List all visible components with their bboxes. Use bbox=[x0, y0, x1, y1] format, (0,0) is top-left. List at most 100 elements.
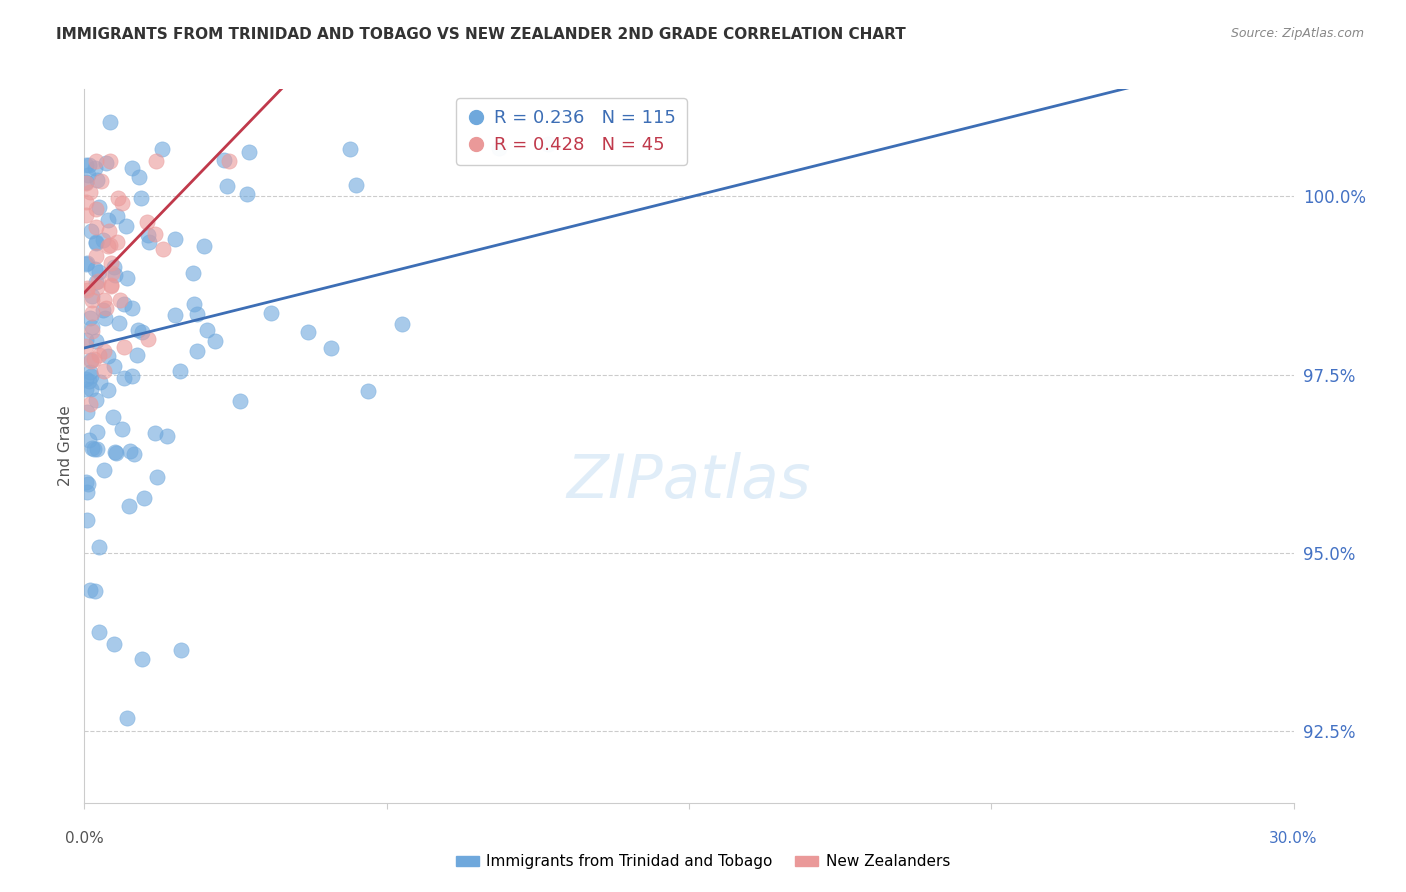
Point bbox=[212, 153, 235, 167]
Point bbox=[112, 371, 135, 385]
Point bbox=[79, 583, 101, 598]
Point bbox=[76, 281, 98, 295]
Point bbox=[111, 195, 134, 210]
Point bbox=[86, 173, 108, 187]
Point bbox=[84, 235, 107, 250]
Point bbox=[100, 277, 122, 292]
Point bbox=[77, 374, 100, 388]
Point bbox=[105, 209, 128, 223]
Point bbox=[131, 325, 153, 339]
Point bbox=[163, 232, 186, 246]
Point bbox=[77, 434, 100, 448]
Point bbox=[80, 224, 103, 238]
Point bbox=[170, 643, 193, 657]
Point bbox=[75, 175, 97, 189]
Point bbox=[86, 442, 108, 456]
Point bbox=[129, 191, 152, 205]
Point bbox=[89, 375, 111, 389]
Point bbox=[96, 156, 118, 170]
Point bbox=[104, 444, 127, 458]
Point bbox=[297, 325, 319, 339]
Point bbox=[107, 191, 129, 205]
Point bbox=[84, 249, 107, 263]
Point bbox=[537, 137, 560, 152]
Point bbox=[91, 233, 114, 247]
Point bbox=[150, 142, 173, 156]
Point bbox=[138, 235, 160, 249]
Point bbox=[97, 239, 120, 253]
Point bbox=[98, 153, 121, 168]
Point bbox=[169, 364, 191, 378]
Point bbox=[80, 368, 103, 383]
Point bbox=[183, 297, 205, 311]
Point bbox=[75, 339, 97, 353]
Point bbox=[97, 383, 120, 397]
Point bbox=[77, 158, 100, 172]
Point bbox=[87, 274, 110, 288]
Point bbox=[103, 260, 125, 275]
Point bbox=[204, 334, 226, 348]
Point bbox=[108, 317, 131, 331]
Point bbox=[84, 220, 107, 235]
Point bbox=[143, 425, 166, 440]
Point bbox=[79, 365, 101, 379]
Point bbox=[75, 333, 97, 347]
Point bbox=[344, 178, 367, 193]
Point bbox=[488, 140, 510, 154]
Point bbox=[75, 372, 97, 386]
Point bbox=[93, 343, 115, 358]
Point bbox=[321, 341, 343, 355]
Point bbox=[228, 394, 250, 409]
Point bbox=[145, 153, 167, 168]
Point bbox=[186, 344, 208, 359]
Point bbox=[86, 280, 108, 294]
Point bbox=[103, 637, 125, 651]
Point bbox=[76, 475, 98, 489]
Point bbox=[93, 463, 115, 477]
Point bbox=[115, 271, 138, 285]
Text: 30.0%: 30.0% bbox=[1270, 831, 1317, 847]
Point bbox=[76, 485, 98, 500]
Point bbox=[91, 303, 114, 318]
Point bbox=[80, 319, 103, 334]
Point bbox=[122, 446, 145, 460]
Point bbox=[83, 442, 105, 456]
Point bbox=[138, 227, 160, 242]
Point bbox=[128, 169, 150, 184]
Point bbox=[103, 268, 125, 282]
Text: Source: ZipAtlas.com: Source: ZipAtlas.com bbox=[1230, 27, 1364, 40]
Text: IMMIGRANTS FROM TRINIDAD AND TOBAGO VS NEW ZEALANDER 2ND GRADE CORRELATION CHART: IMMIGRANTS FROM TRINIDAD AND TOBAGO VS N… bbox=[56, 27, 905, 42]
Point bbox=[84, 202, 107, 216]
Point bbox=[136, 215, 159, 229]
Point bbox=[118, 443, 141, 458]
Point bbox=[84, 161, 107, 176]
Point bbox=[131, 652, 153, 666]
Point bbox=[75, 208, 97, 222]
Point bbox=[118, 500, 141, 514]
Point bbox=[218, 153, 240, 168]
Point bbox=[87, 347, 110, 361]
Point bbox=[79, 397, 101, 411]
Point bbox=[84, 584, 107, 599]
Point bbox=[100, 255, 122, 269]
Point bbox=[132, 491, 155, 506]
Point bbox=[94, 311, 117, 326]
Point bbox=[89, 625, 111, 640]
Point bbox=[121, 368, 143, 383]
Point bbox=[181, 267, 204, 281]
Point bbox=[101, 266, 124, 280]
Point bbox=[238, 145, 260, 159]
Text: 0.0%: 0.0% bbox=[65, 831, 104, 847]
Point bbox=[84, 275, 107, 289]
Point bbox=[125, 348, 148, 362]
Point bbox=[103, 409, 125, 424]
Point bbox=[86, 235, 108, 250]
Point bbox=[193, 239, 215, 253]
Point bbox=[79, 310, 101, 325]
Point bbox=[97, 213, 120, 227]
Point bbox=[98, 238, 121, 252]
Point bbox=[103, 359, 125, 374]
Point bbox=[75, 176, 97, 190]
Point bbox=[108, 293, 131, 307]
Point bbox=[84, 153, 107, 168]
